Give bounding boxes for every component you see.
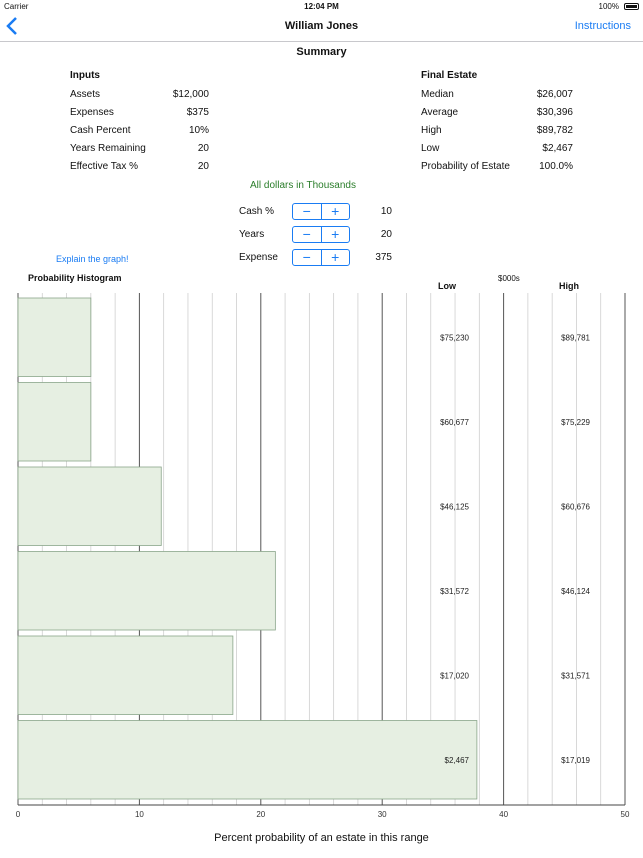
histogram-bar <box>17 635 234 715</box>
stepper-label-cash: Cash % <box>239 206 275 217</box>
bin-low-label: $17,020 <box>440 671 469 680</box>
navigation-bar: William Jones Instructions <box>0 14 643 42</box>
bin-low-label: $60,677 <box>440 418 469 427</box>
estate-value-median: $26,007 <box>536 89 573 100</box>
estate-value-average: $30,396 <box>536 107 573 118</box>
carrier-label: Carrier <box>4 2 29 11</box>
bin-low-label: $46,125 <box>440 502 469 511</box>
x-tick-label: 10 <box>135 810 144 819</box>
bin-high-label: $31,571 <box>561 671 590 680</box>
input-label-cash-percent: Cash Percent <box>70 125 131 136</box>
stepper-label-expense: Expense <box>239 252 278 263</box>
histogram-bar <box>17 382 92 462</box>
estate-label-high: High <box>421 125 442 136</box>
histogram-bar <box>17 551 276 631</box>
inputs-heading: Inputs <box>70 70 100 81</box>
input-value-effective-tax: 20 <box>197 161 209 172</box>
x-axis-label: Percent probability of an estate in this… <box>214 832 429 844</box>
bin-low-label: $75,230 <box>440 333 469 342</box>
status-bar: Carrier 12:04 PM 100% <box>0 0 643 14</box>
estate-label-average: Average <box>421 107 459 118</box>
battery-icon <box>624 3 639 10</box>
histogram-bar <box>17 297 92 377</box>
estate-label-probability: Probability of Estate <box>421 161 510 172</box>
input-value-cash-percent: 10% <box>188 125 209 136</box>
plus-icon[interactable]: + <box>331 203 340 219</box>
input-label-assets: Assets <box>70 89 101 100</box>
estate-value-low: $2,467 <box>542 143 573 154</box>
column-header-low: Low <box>438 281 456 291</box>
plus-icon[interactable]: + <box>331 226 340 242</box>
page-title: William Jones <box>284 20 359 32</box>
input-label-effective-tax: Effective Tax % <box>70 161 138 172</box>
minus-icon[interactable]: − <box>293 227 322 242</box>
chevron-left-icon[interactable] <box>6 16 24 38</box>
histogram-bar <box>17 466 162 546</box>
instructions-button[interactable]: Instructions <box>574 20 631 32</box>
x-tick-label: 20 <box>256 810 265 819</box>
stepper-value-expense: 375 <box>375 252 392 263</box>
input-label-years-remaining: Years Remaining <box>70 143 146 154</box>
final-estate-heading: Final Estate <box>421 70 478 81</box>
cash-percent-stepper[interactable]: − + <box>292 203 350 220</box>
column-header-high: High <box>559 281 579 291</box>
stepper-value-cash: 10 <box>380 206 392 217</box>
years-stepper[interactable]: − + <box>292 226 350 243</box>
bin-high-label: $17,019 <box>561 756 590 765</box>
status-time: 12:04 PM <box>304 2 339 11</box>
battery-percent: 100% <box>598 2 619 11</box>
minus-icon[interactable]: − <box>293 250 322 265</box>
estate-value-high: $89,782 <box>536 125 573 136</box>
bin-high-label: $89,781 <box>561 333 590 342</box>
x-tick-label: 50 <box>621 810 630 819</box>
probability-histogram: 0 10 20 30 40 50 $75,230 $89,781 $60,677 $75,229 $… <box>16 293 630 819</box>
input-label-expenses: Expenses <box>70 107 114 118</box>
input-value-years-remaining: 20 <box>197 143 209 154</box>
minus-icon[interactable]: − <box>293 204 322 219</box>
chart-title: Probability Histogram <box>28 273 122 283</box>
x-tick-label: 0 <box>16 810 21 819</box>
bin-high-label: $46,124 <box>561 587 590 596</box>
estate-label-median: Median <box>421 89 454 100</box>
bin-high-label: $60,676 <box>561 502 590 511</box>
input-value-assets: $12,000 <box>172 89 209 100</box>
summary-title: Summary <box>296 46 347 58</box>
plus-icon[interactable]: + <box>331 249 340 265</box>
estate-label-low: Low <box>421 143 440 154</box>
bin-low-label: $31,572 <box>440 587 469 596</box>
explain-graph-link[interactable]: Explain the graph! <box>56 254 129 264</box>
bin-high-label: $75,229 <box>561 418 590 427</box>
stepper-value-years: 20 <box>380 229 392 240</box>
units-note: All dollars in Thousands <box>250 180 356 191</box>
histogram-bar <box>17 720 478 800</box>
bin-low-label: $2,467 <box>445 756 470 765</box>
stepper-label-years: Years <box>239 229 265 240</box>
expense-stepper[interactable]: − + <box>292 249 350 266</box>
x-tick-label: 30 <box>378 810 387 819</box>
estate-value-probability: 100.0% <box>539 161 573 172</box>
column-header-units: $000s <box>498 274 520 283</box>
input-value-expenses: $375 <box>186 107 209 118</box>
x-tick-label: 40 <box>499 810 508 819</box>
